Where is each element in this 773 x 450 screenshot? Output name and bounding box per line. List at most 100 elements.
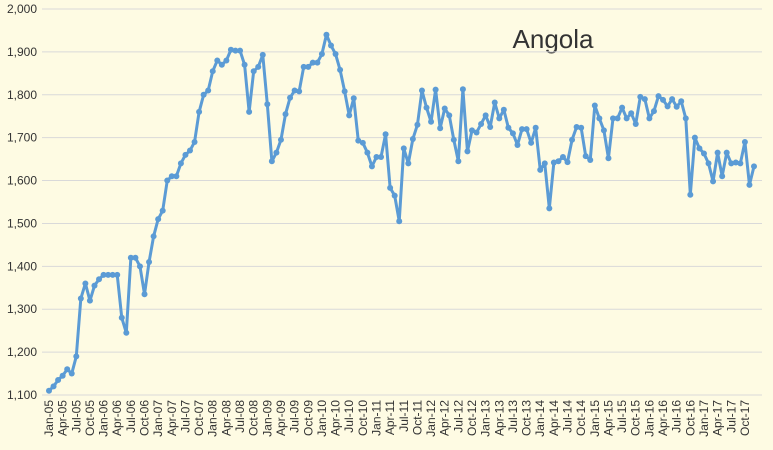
data-point <box>532 124 539 131</box>
data-point <box>628 110 635 117</box>
data-point <box>250 68 257 75</box>
x-tick-label: Oct-16 <box>683 400 697 436</box>
data-point <box>359 139 366 146</box>
x-tick-label: Oct-17 <box>738 400 752 436</box>
data-point <box>587 156 594 163</box>
data-point <box>623 115 630 122</box>
data-point <box>478 120 485 127</box>
data-point <box>691 134 698 141</box>
data-point <box>59 372 66 379</box>
x-tick-label: Jan-17 <box>697 400 711 437</box>
x-tick-label: Oct-15 <box>629 400 643 436</box>
data-point <box>73 353 80 360</box>
x-tick-label: Oct-08 <box>247 400 261 436</box>
data-point <box>660 96 667 103</box>
data-point <box>264 101 271 108</box>
x-tick-label: Apr-10 <box>329 400 343 436</box>
x-tick-label: Oct-06 <box>138 400 152 436</box>
data-point <box>641 96 648 103</box>
chart-title: Angola <box>513 24 594 54</box>
data-point <box>300 63 307 70</box>
data-point <box>341 88 348 95</box>
x-tick-label: Jul-12 <box>451 400 465 433</box>
y-tick-label: 2,000 <box>7 2 37 16</box>
data-point <box>446 112 453 119</box>
y-tick-label: 1,800 <box>7 88 37 102</box>
data-point <box>459 86 466 93</box>
data-point <box>496 115 503 122</box>
data-point <box>582 153 589 160</box>
data-point <box>82 280 89 287</box>
data-point <box>77 295 84 302</box>
data-point <box>237 47 244 54</box>
data-point <box>123 329 130 336</box>
data-point <box>173 173 180 180</box>
data-point <box>373 153 380 160</box>
data-point <box>705 160 712 167</box>
data-point <box>569 136 576 143</box>
data-point <box>273 149 280 156</box>
data-point <box>55 376 62 383</box>
data-point <box>332 51 339 58</box>
x-tick-label: Oct-11 <box>410 400 424 435</box>
data-point <box>328 42 334 49</box>
data-point <box>277 136 284 143</box>
data-point <box>255 63 262 70</box>
data-point <box>259 51 266 58</box>
data-point <box>632 120 639 127</box>
x-tick-label: Oct-10 <box>356 400 370 436</box>
data-line <box>47 33 756 392</box>
data-point <box>637 93 644 100</box>
x-tick-label: Apr-11 <box>383 400 397 435</box>
data-point <box>364 149 371 156</box>
data-point <box>96 276 103 283</box>
data-point <box>519 126 526 133</box>
x-tick-label: Jan-10 <box>315 400 329 437</box>
data-point <box>523 126 530 133</box>
data-point <box>46 387 52 394</box>
data-point <box>405 160 412 167</box>
x-tick-label: Apr-05 <box>56 400 70 436</box>
data-point <box>232 47 239 54</box>
x-tick-label: Apr-13 <box>492 400 506 436</box>
data-point <box>655 93 662 100</box>
data-point <box>710 178 717 185</box>
data-point <box>387 184 394 191</box>
x-tick-label: Apr-06 <box>110 400 124 436</box>
data-point <box>196 108 203 115</box>
data-point <box>382 131 389 138</box>
data-point <box>646 115 653 122</box>
data-point <box>109 271 116 278</box>
data-point <box>91 282 98 289</box>
data-point <box>159 207 166 214</box>
x-tick-label: Apr-17 <box>711 400 725 436</box>
data-point <box>559 153 566 160</box>
x-tick-label: Jul-11 <box>397 400 411 432</box>
data-point <box>678 98 685 105</box>
data-point <box>378 153 385 160</box>
x-tick-label: Oct-14 <box>574 400 588 436</box>
data-point <box>541 160 548 167</box>
x-tick-label: Jan-13 <box>479 400 493 437</box>
data-point <box>400 145 407 152</box>
data-point <box>619 104 626 111</box>
data-point <box>350 95 357 102</box>
x-tick-label: Jan-07 <box>151 400 165 437</box>
data-point <box>346 112 353 119</box>
data-point <box>469 127 475 134</box>
x-tick-label: Jan-14 <box>533 400 547 437</box>
data-point <box>200 91 207 98</box>
data-point <box>187 147 193 154</box>
data-point <box>664 103 671 110</box>
x-tick-label: Jul-13 <box>506 400 520 433</box>
data-point <box>68 370 75 377</box>
data-point <box>600 127 607 134</box>
data-point <box>309 59 316 66</box>
data-point <box>182 151 189 158</box>
data-point <box>605 155 612 162</box>
data-point <box>428 118 435 125</box>
data-point <box>737 160 744 167</box>
data-point <box>687 191 694 198</box>
y-tick-label: 1,700 <box>7 131 37 145</box>
